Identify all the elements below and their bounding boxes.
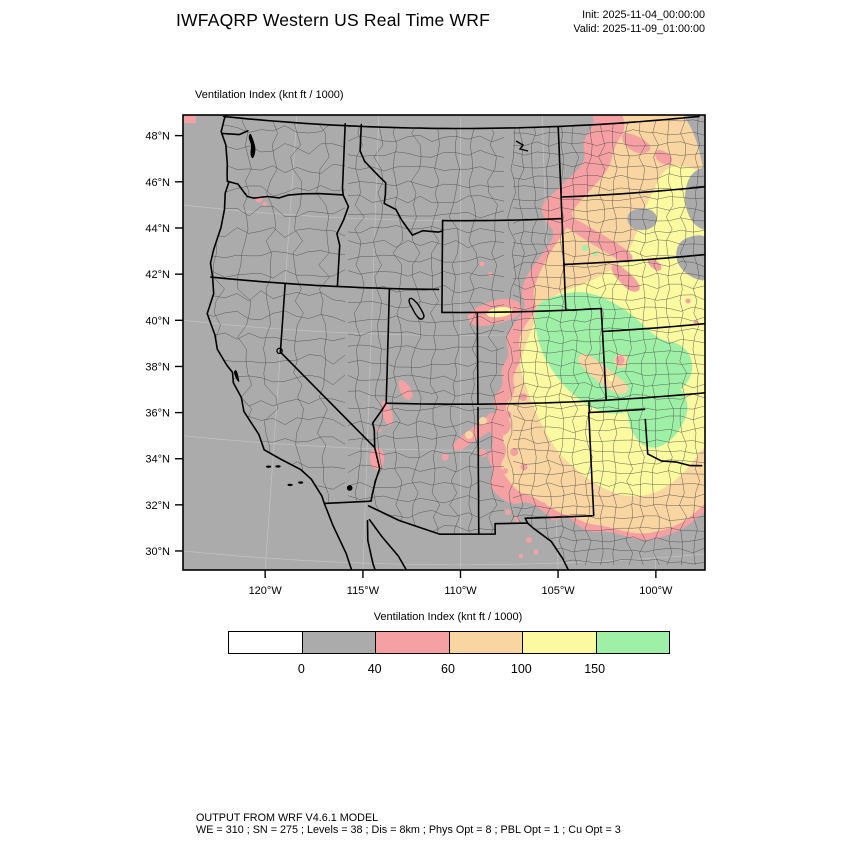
colorbar-tick-label: 0: [297, 662, 305, 676]
colorbar-segment: [523, 632, 597, 653]
lat-tick-label: 48°N: [145, 131, 170, 143]
lon-tick-label: 120°W: [249, 585, 283, 597]
map-layers: [183, 115, 705, 570]
map-figure: 48°N 46°N 44°N 42°N 40°N 38°N 36°N 34°N 32°N 30°N…: [128, 106, 728, 606]
lat-tick-label: 38°N: [145, 361, 170, 373]
lon-tick-label: 105°W: [541, 585, 575, 597]
colorbar-tick-label: 100: [510, 662, 532, 676]
colorbar-segment: [302, 632, 376, 653]
colorbar-segment: [376, 632, 450, 653]
valid-time: Valid: 2025-11-09_01:00:00: [573, 22, 705, 35]
run-time-block: Init: 2025-11-04_00:00:00 Valid: 2025-11…: [573, 9, 705, 36]
water-bodies: [234, 133, 529, 491]
state-boundaries: [206, 115, 705, 570]
colorbar-tick-label: 60: [441, 662, 455, 676]
lat-tick-label: 40°N: [145, 315, 170, 327]
lat-tick-label: 44°N: [145, 223, 170, 235]
lon-tick-label: 115°W: [347, 585, 380, 597]
colorbar-segment: [449, 632, 523, 653]
lon-tick-label: 100°W: [639, 585, 673, 597]
colorbar-tick-label: 40: [367, 662, 382, 676]
init-time: Init: 2025-11-04_00:00:00: [582, 9, 705, 21]
colorbar-tick-labels: 0 40 60 100 150: [228, 662, 668, 678]
colorbar-tick-label: 150: [584, 662, 606, 676]
lat-tick-label: 30°N: [145, 546, 170, 558]
lat-tick-label: 46°N: [145, 177, 170, 189]
colorbar-title: Ventilation Index (knt ft / 1000): [373, 611, 523, 623]
lat-tick-label: 32°N: [145, 500, 170, 512]
map-frame: [182, 114, 706, 571]
lat-tick-label: 34°N: [145, 454, 170, 466]
axis-ticks: 48°N 46°N 44°N 42°N 40°N 38°N 36°N 34°N 32°N 30°N…: [145, 131, 673, 597]
model-info-line1: OUTPUT FROM WRF V4.6.1 MODEL: [196, 812, 379, 824]
colorbar: [228, 631, 670, 654]
lon-tick-label: 110°W: [444, 585, 477, 597]
model-info-line2: WE = 310 ; SN = 275 ; Levels = 38 ; Dis …: [196, 824, 621, 837]
plot-title: IWFAQRP Western US Real Time WRF: [176, 10, 490, 30]
map-canvas: 48°N 46°N 44°N 42°N 40°N 38°N 36°N 34°N 32°N 30°N…: [145, 114, 706, 597]
lat-tick-label: 42°N: [145, 269, 170, 281]
model-info: OUTPUT FROM WRF V4.6.1 MODEL WE = 310 ; …: [196, 812, 621, 836]
lat-tick-label: 36°N: [145, 408, 170, 420]
colorbar-segment: [596, 632, 669, 653]
colorbar-segment: [229, 632, 303, 653]
map-variable-label: Ventilation Index (knt ft / 1000): [195, 89, 344, 101]
